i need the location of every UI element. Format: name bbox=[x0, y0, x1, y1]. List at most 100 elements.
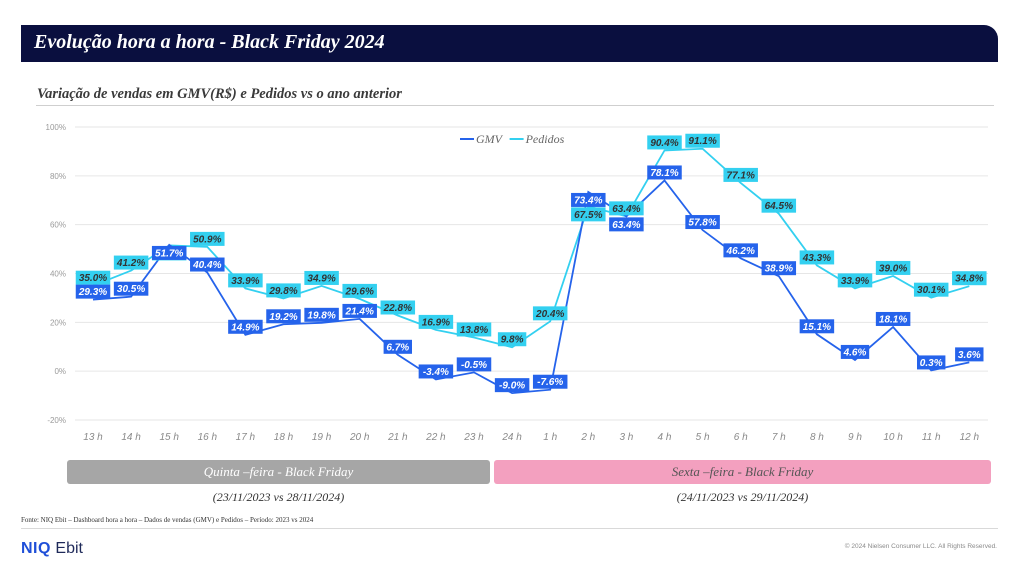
x-tick-label: 23 h bbox=[463, 432, 484, 443]
data-label: 19.8% bbox=[307, 310, 335, 321]
data-label-box bbox=[494, 378, 530, 393]
data-label-box bbox=[837, 273, 873, 288]
data-label: 33.9% bbox=[841, 276, 869, 287]
data-label: 22.8% bbox=[383, 303, 412, 314]
legend-label: Pedidos bbox=[525, 132, 565, 146]
data-label: 33.9% bbox=[231, 276, 259, 287]
data-label-box bbox=[875, 311, 911, 326]
data-label: 35.0% bbox=[79, 273, 107, 284]
x-tick-label: 20 h bbox=[349, 432, 370, 443]
data-label-box bbox=[75, 270, 111, 285]
y-tick-label: -20% bbox=[47, 416, 66, 425]
x-tick-label: 24 h bbox=[501, 432, 522, 443]
data-label: 34.8% bbox=[955, 274, 983, 285]
x-tick-label: 22 h bbox=[425, 432, 446, 443]
data-label: 21.4% bbox=[345, 306, 374, 317]
data-label: 91.1% bbox=[688, 136, 716, 147]
x-tick-label: 7 h bbox=[772, 432, 786, 443]
data-label: 14.9% bbox=[231, 322, 259, 333]
y-tick-label: 80% bbox=[50, 172, 66, 181]
data-label-box bbox=[497, 332, 527, 347]
data-label: 18.1% bbox=[879, 314, 907, 325]
data-label: 30.5% bbox=[117, 284, 145, 295]
data-label: 41.2% bbox=[116, 258, 145, 269]
data-label: 0.3% bbox=[920, 358, 943, 369]
data-label: 3.6% bbox=[958, 350, 981, 361]
data-label-box bbox=[418, 364, 454, 379]
data-label-box bbox=[875, 260, 911, 275]
data-label-box bbox=[532, 374, 568, 389]
page-title: Evolução hora a hora - Black Friday 2024 bbox=[34, 31, 385, 53]
data-label: 40.4% bbox=[192, 260, 221, 271]
data-label: 39.0% bbox=[879, 263, 907, 274]
data-label: -3.4% bbox=[423, 367, 449, 378]
data-label-box bbox=[799, 250, 835, 265]
data-label: 4.6% bbox=[843, 347, 867, 358]
y-tick-label: 60% bbox=[50, 221, 66, 230]
data-label: -0.5% bbox=[461, 360, 487, 371]
footer-divider bbox=[21, 528, 998, 529]
data-label-box bbox=[304, 307, 339, 322]
series-line-pedidos bbox=[92, 147, 970, 349]
data-label-box bbox=[571, 207, 606, 222]
data-label-box bbox=[456, 357, 492, 372]
data-label: 63.4% bbox=[612, 220, 640, 231]
band-friday: Sexta –feira - Black Friday bbox=[494, 460, 991, 484]
data-label-box bbox=[723, 167, 758, 182]
x-tick-label: 3 h bbox=[619, 432, 633, 443]
x-tick-label: 8 h bbox=[810, 432, 824, 443]
data-label-box bbox=[647, 135, 682, 150]
x-tick-label: 5 h bbox=[696, 432, 710, 443]
data-label-box bbox=[840, 344, 870, 359]
data-label-box bbox=[228, 273, 263, 288]
data-label-box bbox=[723, 243, 758, 258]
data-label-box bbox=[647, 165, 682, 180]
subtitle-divider bbox=[36, 105, 994, 106]
x-tick-label: 13 h bbox=[83, 432, 103, 443]
data-label-box bbox=[456, 322, 492, 337]
data-label-box bbox=[418, 314, 454, 329]
period-friday: (24/11/2023 vs 29/11/2024) bbox=[676, 490, 809, 504]
logo-brand: NIQ bbox=[21, 540, 51, 557]
data-label: 57.8% bbox=[688, 218, 716, 229]
x-tick-label: 2 h bbox=[580, 432, 595, 443]
data-label: 20.4% bbox=[535, 309, 564, 320]
data-label-box bbox=[383, 339, 412, 354]
data-label: 64.5% bbox=[765, 201, 793, 212]
y-tick-label: 20% bbox=[50, 318, 66, 327]
data-label: -7.6% bbox=[537, 377, 563, 388]
data-label: 9.8% bbox=[501, 335, 524, 346]
title-banner: Evolução hora a hora - Black Friday 2024 bbox=[21, 25, 998, 62]
data-label-box bbox=[190, 231, 225, 246]
data-label: 30.1% bbox=[917, 285, 945, 296]
data-label-box bbox=[342, 283, 377, 298]
data-label: 38.9% bbox=[765, 264, 793, 275]
data-label-box bbox=[685, 215, 720, 230]
data-label: 67.5% bbox=[574, 210, 602, 221]
data-label: 13.8% bbox=[460, 325, 488, 336]
x-tick-label: 21 h bbox=[387, 432, 408, 443]
legend-label: GMV bbox=[476, 132, 504, 146]
data-label-box bbox=[342, 303, 377, 318]
y-tick-label: 0% bbox=[54, 367, 66, 376]
data-label: -9.0% bbox=[499, 381, 525, 392]
data-label-box bbox=[955, 347, 984, 362]
band-friday-label: Sexta –feira - Black Friday bbox=[671, 464, 814, 479]
data-label-box bbox=[685, 133, 720, 148]
data-label: 43.3% bbox=[802, 253, 831, 264]
data-label: 50.9% bbox=[193, 234, 221, 245]
band-thursday-label: Quinta –feira - Black Friday bbox=[203, 464, 354, 479]
copyright-note: © 2024 Nielsen Consumer LLC. All Rights … bbox=[844, 543, 997, 550]
data-label-box bbox=[151, 245, 187, 260]
x-tick-label: 19 h bbox=[312, 432, 332, 443]
data-label-box bbox=[304, 270, 339, 285]
data-label-box bbox=[609, 201, 644, 216]
chart-subtitle: Variação de vendas em GMV(R$) e Pedidos … bbox=[37, 86, 402, 102]
data-label: 15.1% bbox=[803, 322, 831, 333]
data-label: 19.2% bbox=[269, 312, 297, 323]
x-tick-label: 1 h bbox=[543, 432, 557, 443]
data-label-box bbox=[75, 284, 111, 299]
x-tick-label: 14 h bbox=[121, 432, 141, 443]
data-label-box bbox=[609, 217, 644, 232]
x-tick-label: 15 h bbox=[159, 432, 179, 443]
